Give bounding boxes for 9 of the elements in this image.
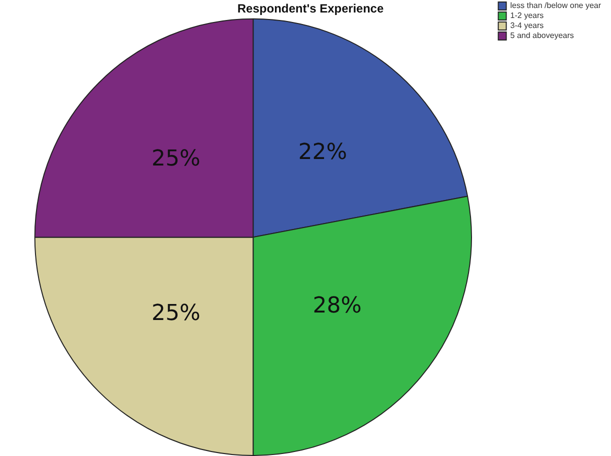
legend-label: 1-2 years	[510, 11, 544, 20]
legend-label: less than /below one year	[510, 1, 602, 10]
chart-title: Respondent's Experience	[237, 2, 384, 16]
data-label: 25%	[152, 301, 200, 326]
data-label: 28%	[312, 293, 362, 318]
data-label: 22%	[298, 140, 348, 165]
legend-label: 3-4 years	[510, 21, 544, 30]
legend-label: 5 and aboveyears	[510, 31, 574, 40]
data-label: 25%	[152, 146, 200, 172]
